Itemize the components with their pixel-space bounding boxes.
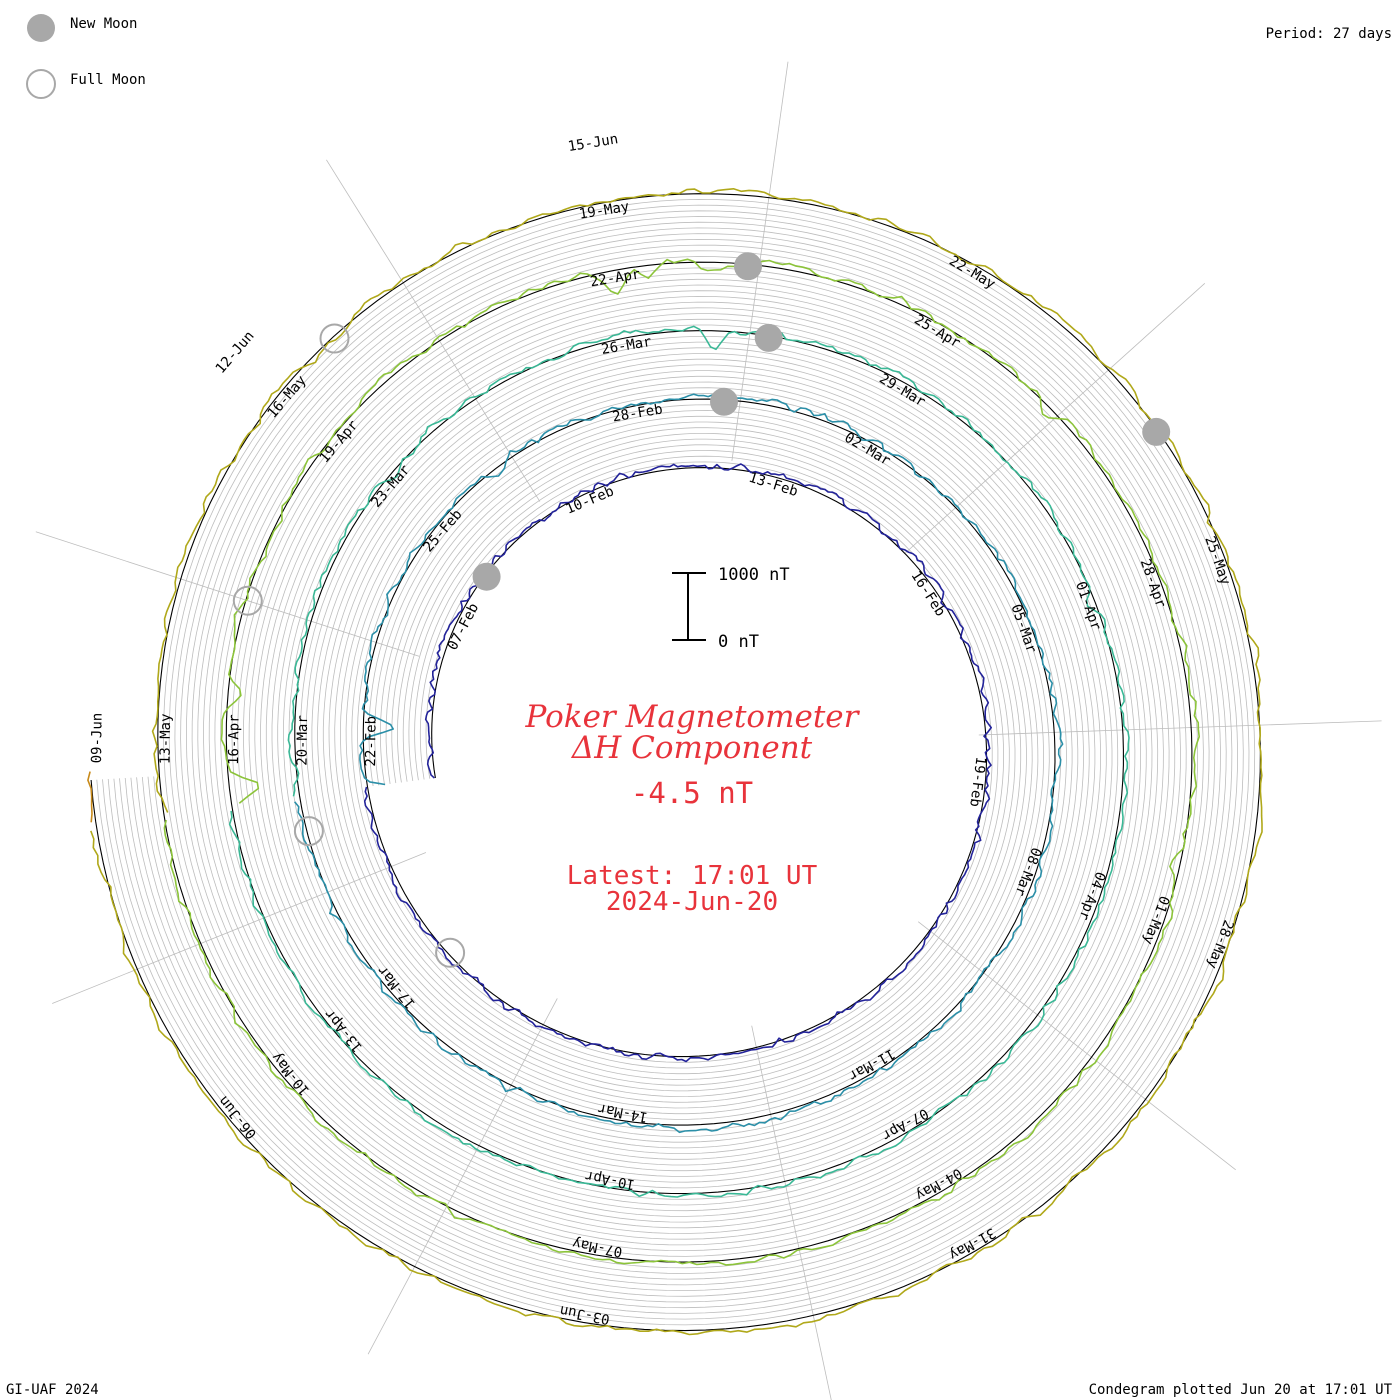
grid-spiral [102,204,1250,1320]
rotation-trace-1 [293,393,1064,1134]
current-value: -4.5 nT [631,776,753,810]
new-moon-legend-label: New Moon [70,16,137,32]
title-block: Poker Magnetometer ΔH Component -4.5 nT … [525,699,861,917]
date-label: 13-May [157,713,174,764]
grid-spiral [124,227,1227,1297]
scale-bar-top-label: 1000 nT [718,565,790,585]
date-label: 22-Apr [589,266,641,290]
date-label: 19-Apr [317,417,362,466]
footer-credit: GI-UAF 2024 [6,1382,99,1398]
trace-layer [87,188,1263,1336]
grid-spiral [130,233,1221,1292]
grid-spiral [147,250,1204,1274]
full-moon-legend-label: Full Moon [70,72,146,88]
grid-spiral [136,238,1216,1286]
full-moon-icon [435,937,466,968]
date-label: 05-Mar [1007,602,1039,655]
scale-bar: 1000 nT 0 nT [672,565,790,652]
chart-title-line2: ΔH Component [571,730,813,766]
grid-spoke [326,159,541,502]
chart-title-line1: Poker Magnetometer [525,699,861,735]
new-moon-icon [734,252,762,281]
legend: New Moon Full Moon [26,14,146,99]
rotation-trace-4 [90,188,1263,1336]
date-label: 04-Apr [1075,869,1108,922]
period-label: Period: 27 days [1266,26,1392,42]
grid-spoke [917,921,1236,1171]
date-label: 12-Jun [213,328,258,377]
grid-spiral [141,244,1210,1280]
full-moon-icon [319,323,350,354]
date-label: 14-Mar [596,1100,649,1125]
date-label: 16-Apr [226,714,243,765]
footer-plot-time: Condegram plotted Jun 20 at 17:01 UT [1089,1382,1393,1398]
date-label: 22-Feb [363,716,380,767]
date-label: 07-Feb [445,601,482,653]
new-moon-icon [1142,417,1171,446]
date-label: 15-Jun [567,131,619,155]
full-moon-legend-icon [26,69,56,99]
date-label: 06-Jun [216,1092,260,1141]
date-label: 13-Apr [322,1006,366,1055]
date-label: 08-Mar [1011,845,1044,898]
latest-time: Latest: 17:01 UT [567,861,818,891]
date-label: 01-Apr [1072,580,1104,633]
grid-spiral [153,256,1199,1269]
latest-date: 2024-Jun-20 [606,887,778,917]
date-label: 09-Jun [89,713,106,764]
date-label: 10-May [269,1049,313,1098]
new-moon-icon [710,387,738,416]
grid-spoke [52,852,427,1004]
scale-bar-bottom-label: 0 nT [718,632,759,652]
grid-spiral [107,210,1244,1314]
date-label: 28-Apr [1137,557,1169,610]
grid-spiral [96,198,1256,1326]
rotation-trace-5 [87,771,93,823]
date-label: 19-Feb [966,756,988,808]
rotation-trace-3 [163,258,1200,1266]
date-label: 28-Feb [611,401,663,425]
grid-spiral [113,216,1239,1309]
rotation-trace-2 [228,325,1130,1198]
moon-layer [232,252,1171,968]
new-moon-icon [754,323,783,352]
new-moon-icon [472,562,501,591]
date-label: 01-May [1139,894,1172,947]
new-moon-legend-icon [27,14,55,42]
date-label: 10-Feb [564,483,617,517]
date-label: 19-May [578,199,630,223]
grid-spoke [367,998,558,1355]
full-moon-icon [232,585,263,616]
rotation-trace-0 [363,463,992,1063]
date-label: 20-Mar [294,715,311,766]
date-label: 26-Mar [600,334,652,358]
grid-spoke [751,1025,832,1400]
date-label: 10-Apr [584,1167,637,1192]
date-label: 07-May [571,1235,624,1260]
full-moon-icon [293,816,324,847]
date-label: 28-May [1204,918,1237,971]
grid-spoke [35,531,420,657]
grid-spoke [978,720,1382,736]
date-label: 25-Feb [420,507,465,556]
baseline-spiral [90,193,1261,1332]
